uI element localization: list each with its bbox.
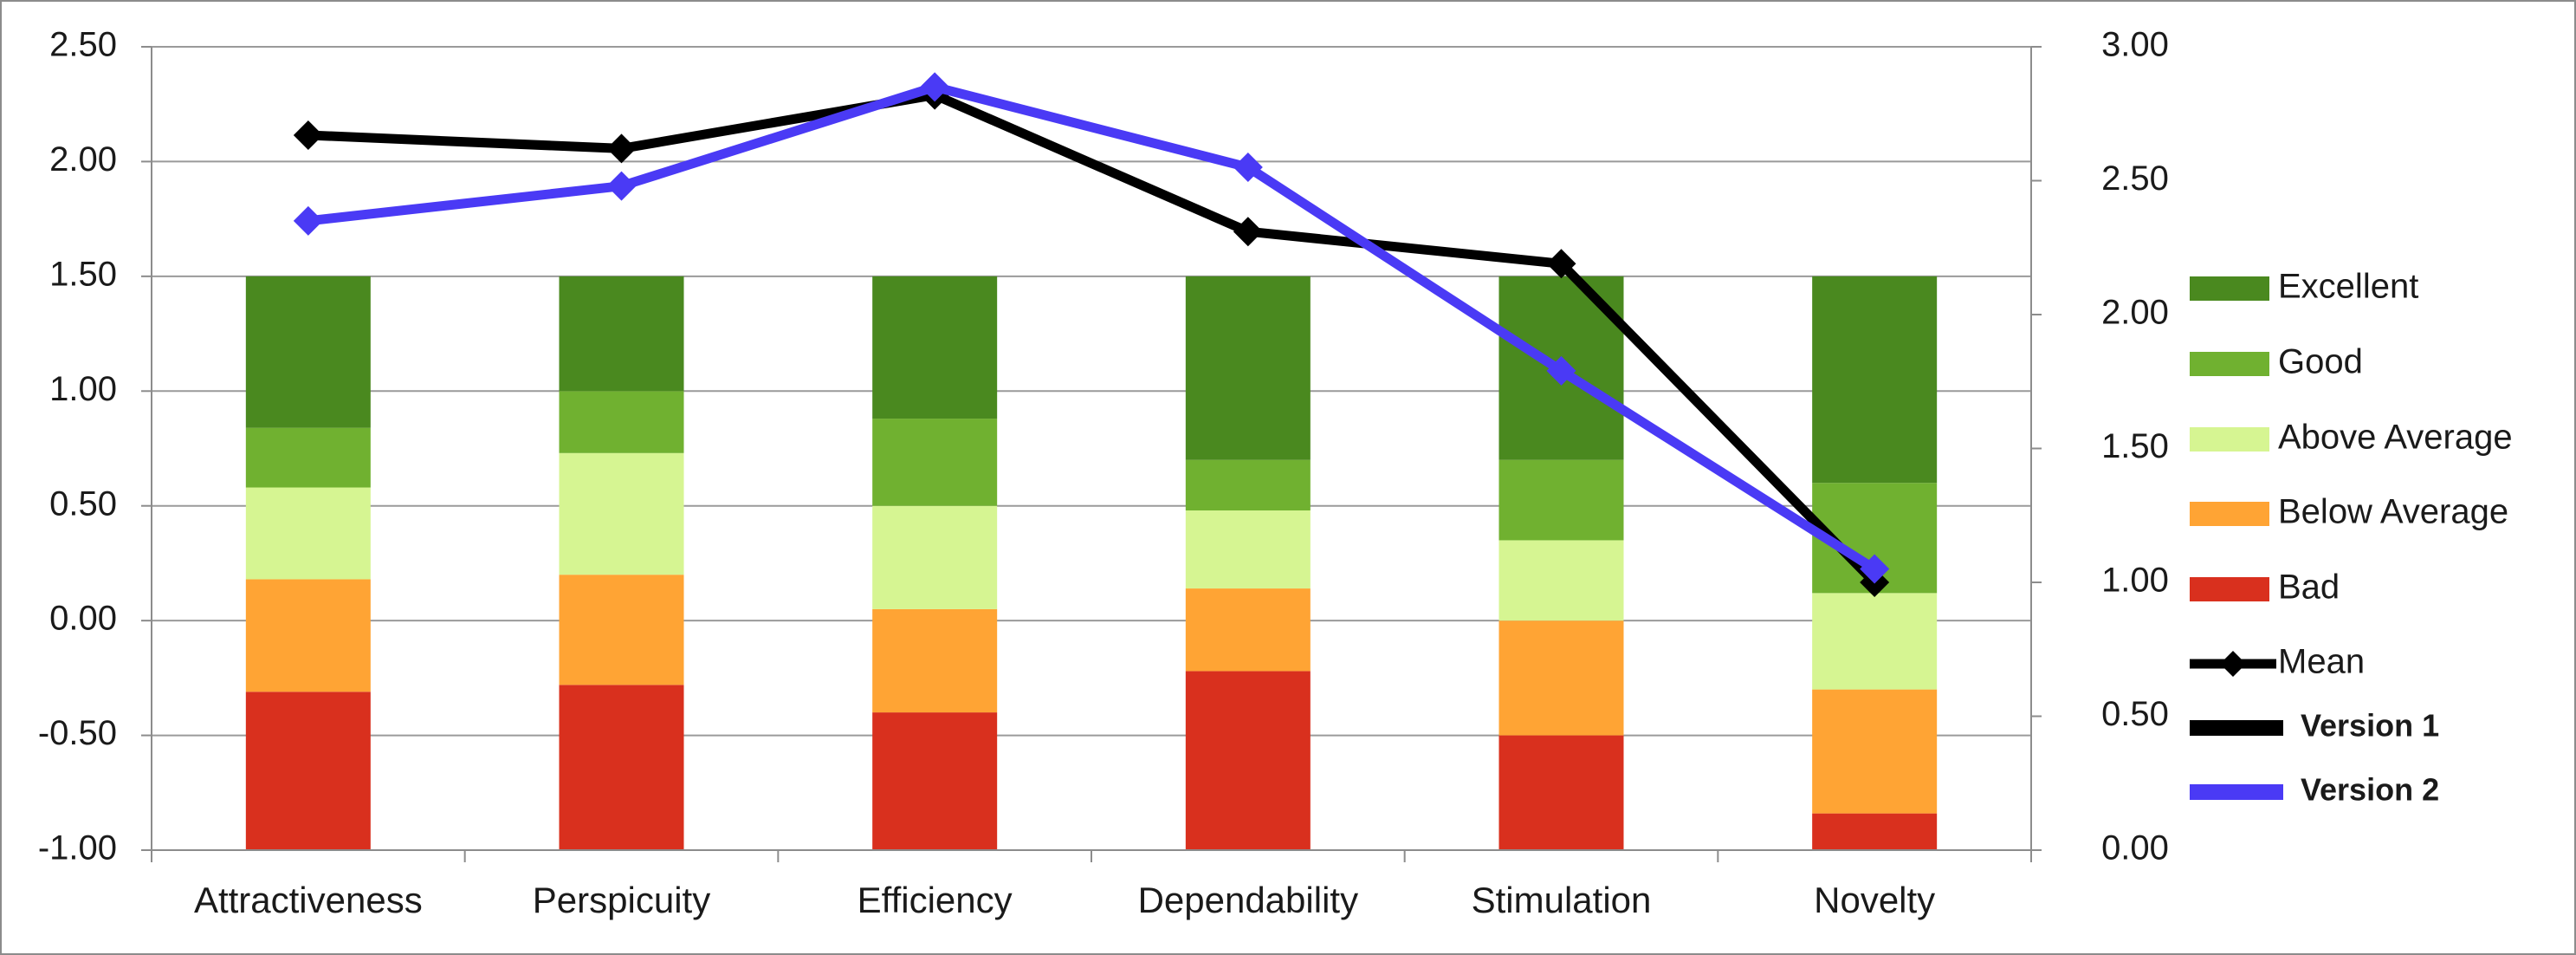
left-axis-tick-label: -0.50 [38, 714, 117, 752]
bar-bad [559, 685, 684, 850]
left-axis-tick-label: 1.50 [49, 255, 117, 293]
legend-swatch-below-average [2190, 502, 2269, 526]
bar-bad [1498, 735, 1624, 850]
legend-swatch-version-1 [2190, 720, 2283, 736]
legend-label: Bad [2278, 568, 2340, 607]
marker-version-2 [1233, 153, 1263, 183]
left-axis-tick-label: 0.00 [49, 600, 117, 638]
marker-version-1 [606, 133, 637, 164]
bar-excellent [559, 276, 684, 392]
x-axis-category-label: Stimulation [1472, 880, 1652, 920]
bar-excellent [872, 276, 998, 419]
legend-swatch-excellent [2190, 276, 2269, 301]
bar-above-average [559, 452, 684, 575]
bar-above-average [1812, 593, 1938, 690]
right-axis-tick-label: 2.00 [2101, 294, 2169, 332]
legend-swatch-good [2190, 352, 2269, 376]
bar-below-average [1185, 588, 1311, 672]
left-axis-tick-label: 1.00 [49, 370, 117, 408]
right-axis-tick-label: 0.00 [2101, 829, 2169, 867]
legend-label: Above Average [2278, 419, 2513, 457]
legend-label: Good [2278, 343, 2363, 381]
legend-swatch-bad [2190, 577, 2269, 601]
bar-excellent [1812, 276, 1938, 484]
legend-marker-mean [2220, 651, 2246, 677]
marker-version-2 [920, 72, 950, 102]
bar-good [245, 427, 371, 488]
bar-below-average [559, 575, 684, 685]
marker-version-1 [1546, 249, 1576, 279]
marker-version-2 [606, 171, 637, 201]
bar-good [559, 391, 684, 453]
bar-below-average [1812, 689, 1938, 814]
bar-above-average [1498, 540, 1624, 621]
legend-swatch-above-average [2190, 427, 2269, 452]
bar-bad [872, 712, 998, 850]
bar-excellent [1185, 276, 1311, 460]
marker-version-1 [1233, 217, 1263, 247]
left-axis-tick-label: 0.50 [49, 484, 117, 523]
left-axis-tick-label: 2.00 [49, 140, 117, 179]
bar-below-average [872, 608, 998, 713]
bar-above-average [1185, 510, 1311, 589]
legend-label: Excellent [2278, 268, 2418, 306]
bar-above-average [245, 487, 371, 580]
bar-below-average [1498, 620, 1624, 736]
marker-version-1 [293, 120, 323, 150]
marker-version-2 [1860, 554, 1890, 584]
legend-label: Version 2 [2301, 772, 2439, 808]
left-axis-tick-label: 2.50 [49, 26, 117, 64]
line-version-2 [307, 81, 1878, 574]
right-axis-tick-label: 0.50 [2101, 695, 2169, 733]
bar-good [872, 419, 998, 506]
x-axis-category-label: Perspicuity [533, 880, 710, 920]
bar-excellent [245, 276, 371, 428]
bar-good [1498, 459, 1624, 541]
right-axis-tick-label: 2.50 [2101, 159, 2169, 198]
right-axis-tick-label: 1.00 [2101, 562, 2169, 600]
right-axis-tick-label: 1.50 [2101, 427, 2169, 465]
bar-below-average [245, 579, 371, 692]
left-axis-tick-label: -1.00 [38, 829, 117, 867]
legend-swatch-version-2 [2190, 784, 2283, 800]
marker-version-2 [293, 205, 323, 236]
x-axis-category-label: Novelty [1814, 880, 1935, 920]
bar-bad [1185, 671, 1311, 850]
bar-bad [245, 692, 371, 850]
bar-bad [1812, 813, 1938, 850]
bar-good [1185, 459, 1311, 511]
x-axis-category-label: Efficiency [858, 880, 1013, 920]
bar-above-average [872, 505, 998, 609]
x-axis-category-label: Attractiveness [194, 880, 423, 920]
right-axis-tick-label: 3.00 [2101, 26, 2169, 64]
legend-label: Below Average [2278, 493, 2508, 531]
line-version-1 [307, 90, 1879, 586]
legend-label: Version 1 [2301, 708, 2439, 744]
legend-label: Mean [2278, 643, 2365, 681]
marker-version-2 [1546, 355, 1576, 386]
x-axis-category-label: Dependability [1138, 880, 1359, 920]
